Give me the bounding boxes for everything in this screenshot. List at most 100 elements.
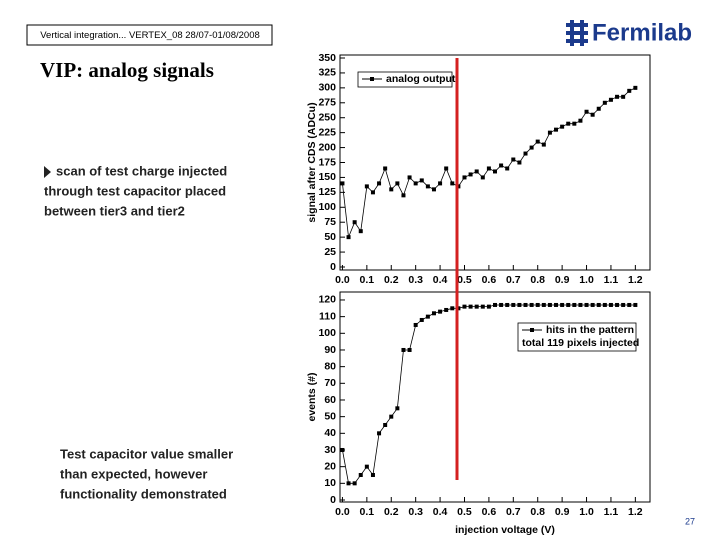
point xyxy=(572,302,577,307)
bullet-icon xyxy=(44,166,51,178)
y-tick-label: 120 xyxy=(318,294,336,306)
point xyxy=(407,175,412,180)
point xyxy=(444,307,449,312)
point xyxy=(486,304,491,309)
point xyxy=(474,169,479,174)
point xyxy=(572,121,577,126)
point xyxy=(547,130,552,135)
point xyxy=(529,145,534,150)
legend-marker xyxy=(530,328,534,332)
point xyxy=(358,229,363,234)
point xyxy=(352,481,357,486)
x-tick-label: 0.3 xyxy=(408,506,423,518)
y-tick-label: 100 xyxy=(318,201,336,213)
point xyxy=(438,181,443,186)
legend-marker xyxy=(370,77,374,81)
point xyxy=(523,302,528,307)
point xyxy=(633,85,638,90)
point xyxy=(566,302,571,307)
point xyxy=(505,302,510,307)
y-tick-label: 200 xyxy=(318,141,336,153)
bullet-line: between tier3 and tier2 xyxy=(44,203,185,218)
point xyxy=(578,118,583,123)
point xyxy=(474,304,479,309)
point xyxy=(413,322,418,327)
point xyxy=(627,88,632,93)
point xyxy=(340,181,345,186)
x-tick-label: 0.7 xyxy=(506,506,521,518)
point xyxy=(523,151,528,156)
point xyxy=(493,302,497,307)
point xyxy=(364,184,369,189)
point xyxy=(517,302,522,307)
point xyxy=(505,166,510,171)
point xyxy=(486,166,491,171)
conference: Vertical integration... VERTEX_08 28/07-… xyxy=(40,30,260,41)
point xyxy=(554,302,559,307)
y-tick-label: 80 xyxy=(324,360,336,372)
legend-box xyxy=(517,322,637,352)
point xyxy=(578,302,583,307)
y-tick-label: 250 xyxy=(318,111,336,123)
point xyxy=(608,97,613,102)
point xyxy=(511,157,516,162)
point xyxy=(499,302,504,307)
point xyxy=(377,431,382,436)
point xyxy=(480,175,485,180)
x-tick-label: 0.8 xyxy=(530,506,545,518)
header-box xyxy=(26,24,273,46)
point xyxy=(584,109,589,114)
plot-frame xyxy=(339,291,651,503)
point xyxy=(401,347,406,352)
point xyxy=(370,190,375,195)
y-tick-label: 300 xyxy=(318,82,336,94)
y-tick-label: 90 xyxy=(324,344,336,356)
point xyxy=(450,306,455,311)
logo-text: Fermilab xyxy=(592,19,692,46)
point xyxy=(511,302,516,307)
point xyxy=(358,472,363,477)
point xyxy=(596,106,601,111)
y-tick-label: 350 xyxy=(318,52,336,64)
point xyxy=(346,235,351,240)
y-tick-label: 225 xyxy=(318,126,336,138)
point xyxy=(383,422,388,427)
x-tick-label: 0.2 xyxy=(384,506,399,518)
point xyxy=(383,166,388,171)
point xyxy=(535,302,540,307)
point xyxy=(468,304,473,309)
point xyxy=(541,302,546,307)
y-axis-label: events (#) xyxy=(306,372,318,421)
note-line: than expected, however xyxy=(60,466,207,481)
x-tick-label: 0.1 xyxy=(360,274,375,286)
point xyxy=(608,302,613,307)
point xyxy=(615,302,620,307)
y-tick-label: 25 xyxy=(324,246,336,258)
point xyxy=(517,160,522,165)
point xyxy=(621,94,626,99)
point xyxy=(370,472,375,477)
y-tick-label: 30 xyxy=(324,444,336,456)
point xyxy=(584,302,589,307)
y-tick-label: 40 xyxy=(324,427,336,439)
legend-label: analog output xyxy=(386,73,456,85)
x-tick-label: 0.2 xyxy=(384,274,399,286)
point xyxy=(590,112,595,117)
x-tick-label: 0.5 xyxy=(457,506,472,518)
point xyxy=(535,139,540,144)
series-line xyxy=(342,87,636,238)
x-tick-label: 0.4 xyxy=(433,274,448,286)
slide-title: VIP: analog signals xyxy=(40,58,214,82)
point xyxy=(590,302,595,307)
point xyxy=(401,193,406,198)
y-tick-label: 100 xyxy=(318,327,336,339)
point xyxy=(346,481,351,486)
point xyxy=(621,302,626,307)
point xyxy=(425,314,430,319)
point xyxy=(425,184,430,189)
point xyxy=(407,347,412,352)
point xyxy=(431,187,436,192)
point xyxy=(444,166,449,171)
point xyxy=(419,317,424,322)
